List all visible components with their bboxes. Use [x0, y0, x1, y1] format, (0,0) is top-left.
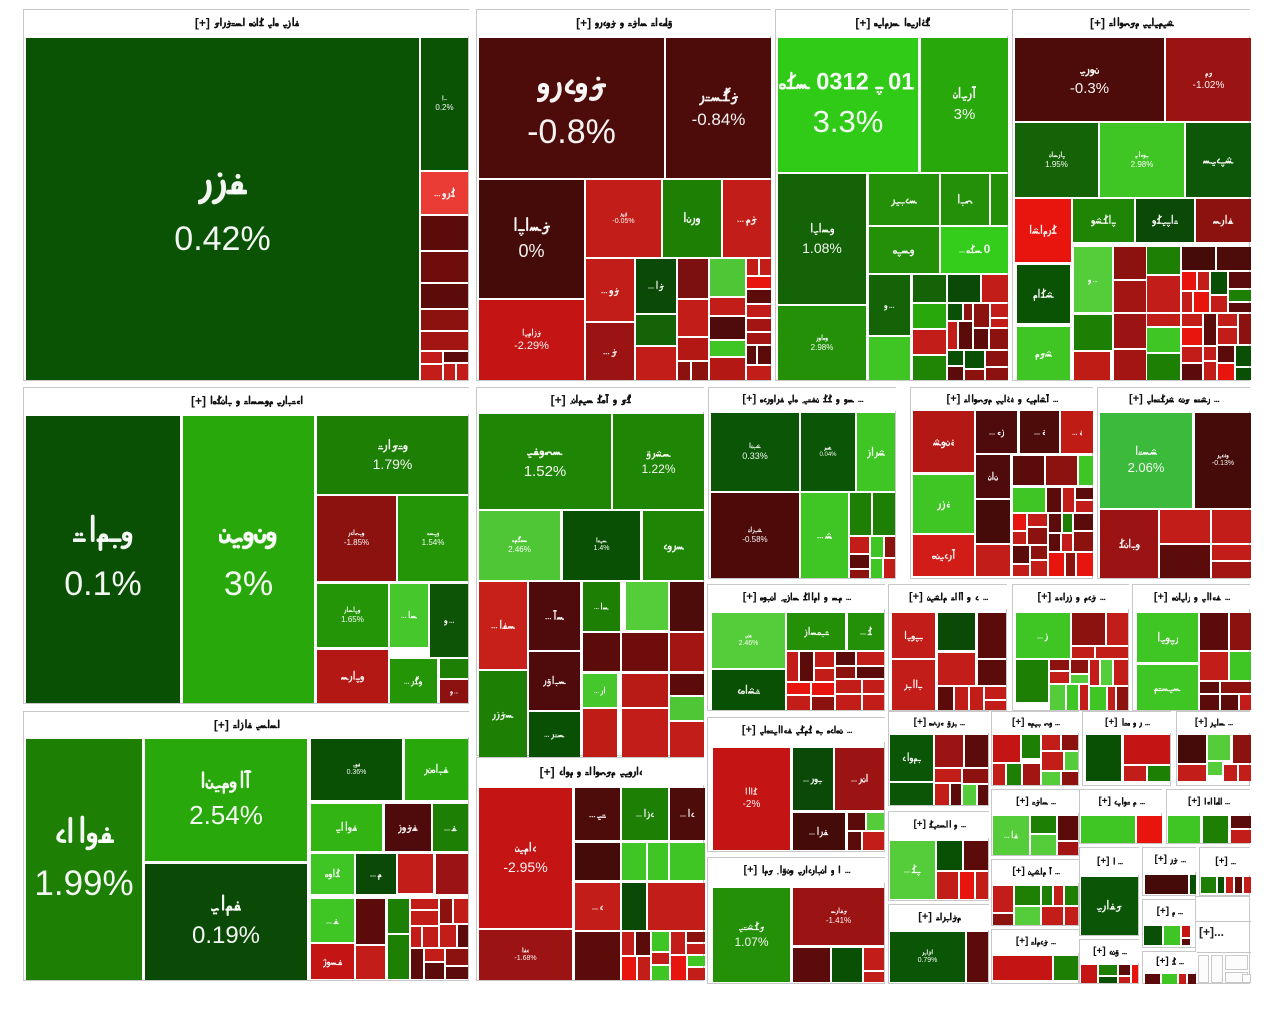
svg-text:0: 0	[983, 244, 990, 256]
svg-text:01: 01	[889, 71, 915, 95]
svg-text:0312: 0312	[817, 71, 870, 95]
